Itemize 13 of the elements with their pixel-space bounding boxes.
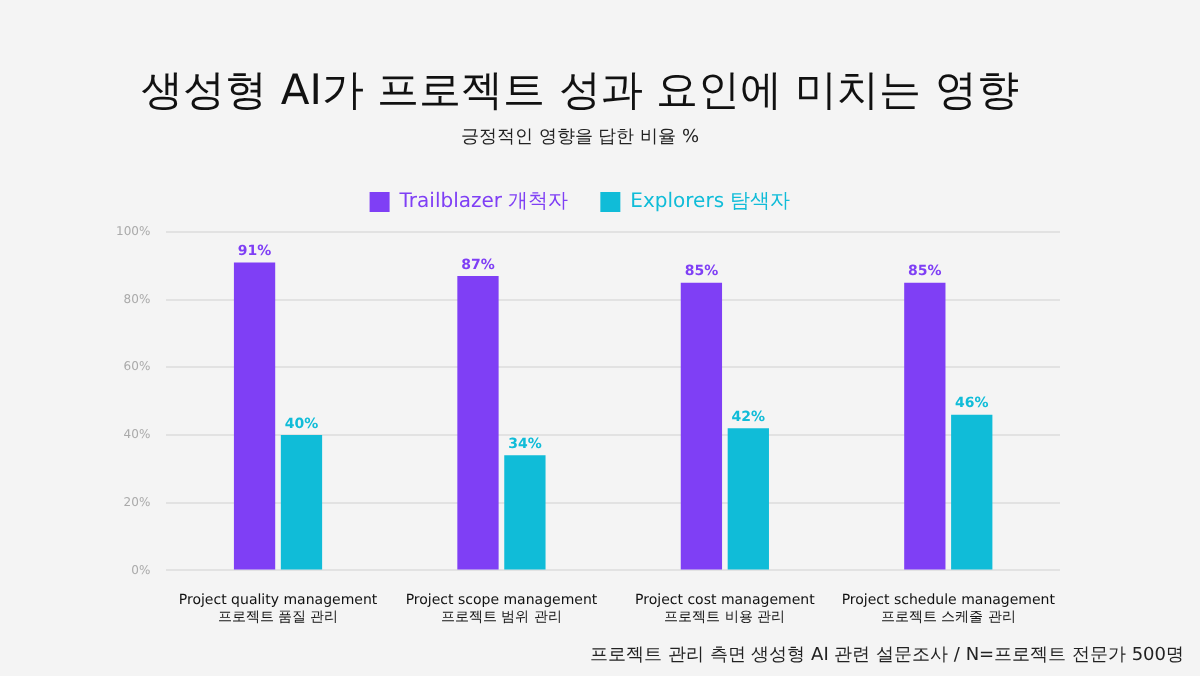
chart-subtitle: 긍정적인 영향을 답한 비율 %	[461, 127, 700, 148]
bar	[727, 428, 769, 570]
legend-label: Explorers 탐색자	[630, 191, 791, 214]
legend-label: Trailblazer 개척자	[397, 191, 569, 214]
bar	[233, 262, 276, 570]
bar	[951, 414, 993, 570]
chart-title: 생성형 AI가 프로젝트 성과 요인에 미치는 영향	[141, 66, 1019, 115]
bar	[504, 455, 546, 570]
bar	[904, 282, 946, 570]
bar	[680, 282, 723, 570]
text: 프로젝트 관리 측면 생성형 AI 관련 설문조사 / N=프로젝트 전문가 500명	[590, 646, 1184, 666]
bar	[457, 275, 499, 570]
bar	[280, 435, 323, 570]
